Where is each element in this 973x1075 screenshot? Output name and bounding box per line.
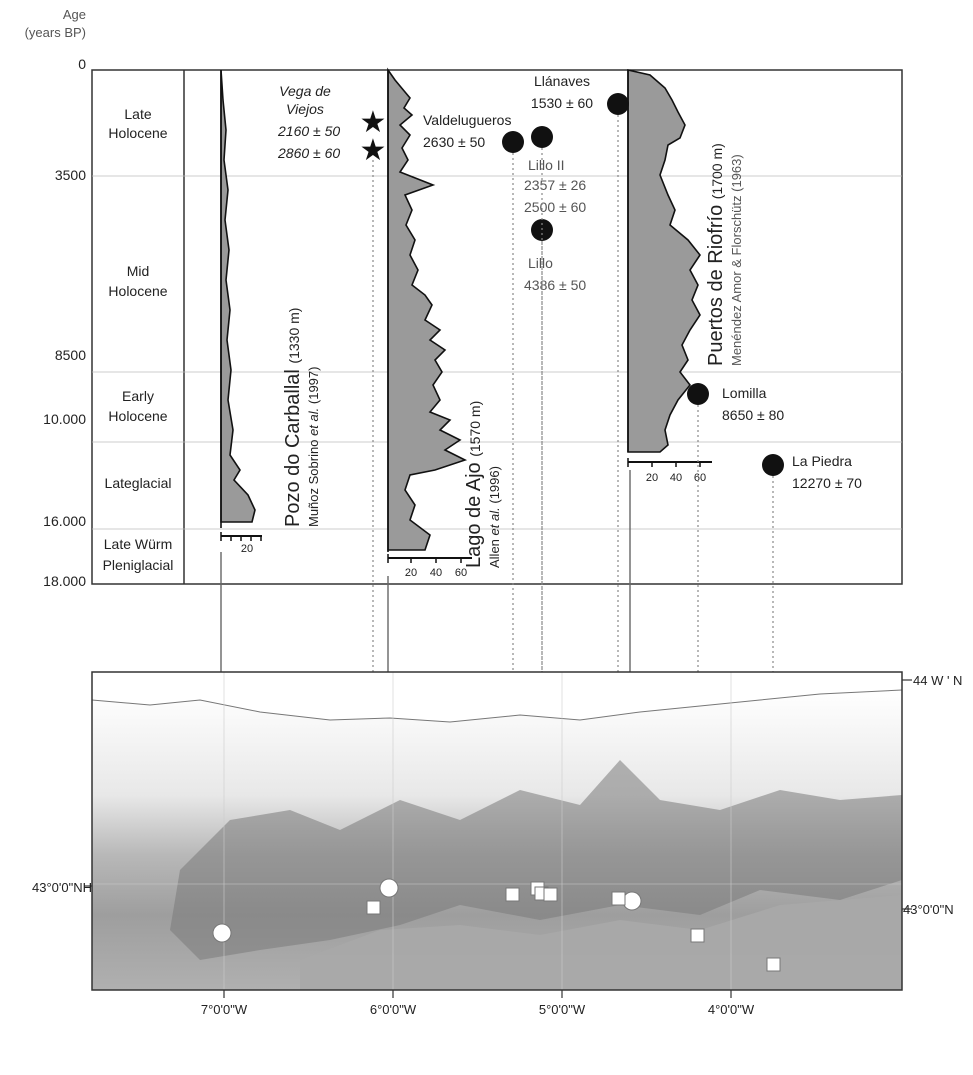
map-riofrio-circle — [622, 891, 642, 911]
vega-date-1: 2160 ± 50 — [277, 123, 340, 139]
age-axis-unit: (years BP) — [25, 25, 86, 40]
pollen-curve-pozo: 20 — [220, 69, 262, 555]
llanaves-name: Llánaves — [534, 73, 590, 89]
pollen-curve-ajo: 20 40 60 — [387, 67, 472, 579]
la-piedra-name: La Piedra — [792, 453, 852, 469]
lillo-ii-date-2: 2500 ± 60 — [524, 199, 586, 215]
lillo-date: 4386 ± 50 — [524, 277, 586, 293]
vega-star-2: ★ — [360, 133, 387, 168]
age-tick-0: 0 — [78, 56, 86, 72]
chart-frame — [91, 69, 903, 585]
ajo-scale-60: 60 — [455, 567, 467, 579]
map-lillo-square-3 — [543, 887, 558, 902]
llanaves-date: 1530 ± 60 — [531, 95, 593, 111]
la-piedra-marker — [762, 454, 784, 476]
vega-name-2: Viejos — [286, 101, 324, 117]
age-tick-18000: 18.000 — [43, 573, 86, 589]
vega-name-1: Vega de — [279, 83, 331, 99]
lomilla-date: 8650 ± 80 — [722, 407, 784, 423]
lon-label-4w: 4°0'0"W — [708, 1002, 755, 1017]
period-early-holocene-1: Early — [122, 388, 154, 404]
period-mid-holocene-2: Holocene — [108, 283, 167, 299]
map-site-markers — [212, 878, 781, 972]
svg-text:Menéndez Amor & Florschütz (19: Menéndez Amor & Florschütz (1963) — [729, 154, 744, 366]
map-ajo-circle — [379, 878, 399, 898]
age-axis-title: Age — [63, 7, 86, 22]
vega-date-2: 2860 ± 60 — [277, 145, 340, 161]
lillo-ii-marker — [531, 126, 553, 148]
lat-label-44: 44 W ' N — [913, 673, 962, 688]
lillo-ii-date-1: 2357 ± 26 — [524, 177, 586, 193]
riofrio-scale-60: 60 — [694, 472, 706, 484]
riofrio-scale-40: 40 — [670, 472, 682, 484]
lon-label-7w: 7°0'0"W — [201, 1002, 248, 1017]
lat-label-43-left: 43°0'0"NH — [32, 880, 92, 895]
valdelugueros-marker — [502, 131, 524, 153]
age-tick-3500: 3500 — [55, 167, 86, 183]
ajo-title: Lago de Ajo (1570 m) Allen et al. (1996) — [463, 401, 502, 568]
period-lateglacial: Lateglacial — [105, 475, 172, 491]
lillo-name: Lillo — [528, 255, 553, 271]
svg-text:Lago de Ajo (1570 m): Lago de Ajo (1570 m) — [463, 401, 485, 568]
ajo-scale-40: 40 — [430, 567, 442, 579]
llanaves-marker — [607, 93, 629, 115]
svg-text:Allen et al. (1996): Allen et al. (1996) — [487, 466, 502, 568]
period-early-holocene-2: Holocene — [108, 408, 167, 424]
svg-text:Puertos de Riofrío (1700 m): Puertos de Riofrío (1700 m) — [705, 143, 727, 366]
age-tick-16000: 16.000 — [43, 513, 86, 529]
riofrio-scale-20: 20 — [646, 472, 658, 484]
period-late-wurm-2: Pleniglacial — [103, 557, 174, 573]
map-lomilla-square — [690, 928, 705, 943]
period-late-wurm-1: Late Würm — [104, 536, 172, 552]
pollen-curve-riofrio: 20 40 60 — [627, 68, 712, 484]
lon-label-6w: 6°0'0"W — [370, 1002, 417, 1017]
lon-label-5w: 5°0'0"W — [539, 1002, 586, 1017]
la-piedra-date: 12270 ± 70 — [792, 475, 862, 491]
age-tick-8500: 8500 — [55, 347, 86, 363]
map-panel — [91, 671, 903, 991]
period-mid-holocene-1: Mid — [127, 263, 150, 279]
ajo-scale-20: 20 — [405, 567, 417, 579]
riofrio-title: Puertos de Riofrío (1700 m) Menéndez Amo… — [705, 143, 744, 366]
svg-text:Pozo do Carballal (1330 m): Pozo do Carballal (1330 m) — [282, 308, 304, 527]
map-valdelugueros-square — [505, 887, 520, 902]
period-late-holocene-1: Late — [124, 106, 151, 122]
lat-label-43-right: 43°0'0"N — [903, 902, 954, 917]
period-late-holocene-2: Holocene — [108, 125, 167, 141]
svg-text:Muñoz Sobrino et al. (1997): Muñoz Sobrino et al. (1997) — [306, 367, 321, 527]
lillo-ii-name: Lillo II — [528, 157, 565, 173]
map-la-piedra-square — [766, 957, 781, 972]
lomilla-marker — [687, 383, 709, 405]
valdelugueros-name: Valdelugueros — [423, 112, 511, 128]
map-ticks — [84, 679, 912, 998]
map-pozo-circle — [212, 923, 232, 943]
pozo-title: Pozo do Carballal (1330 m) Muñoz Sobrino… — [282, 308, 321, 527]
pozo-scale-20: 20 — [241, 543, 253, 555]
lomilla-name: Lomilla — [722, 385, 767, 401]
map-vega-square — [366, 900, 381, 915]
age-tick-10000: 10.000 — [43, 411, 86, 427]
map-llanaves-square — [611, 891, 626, 906]
valdelugueros-date: 2630 ± 50 — [423, 134, 485, 150]
vega-star-1: ★ — [360, 105, 387, 140]
